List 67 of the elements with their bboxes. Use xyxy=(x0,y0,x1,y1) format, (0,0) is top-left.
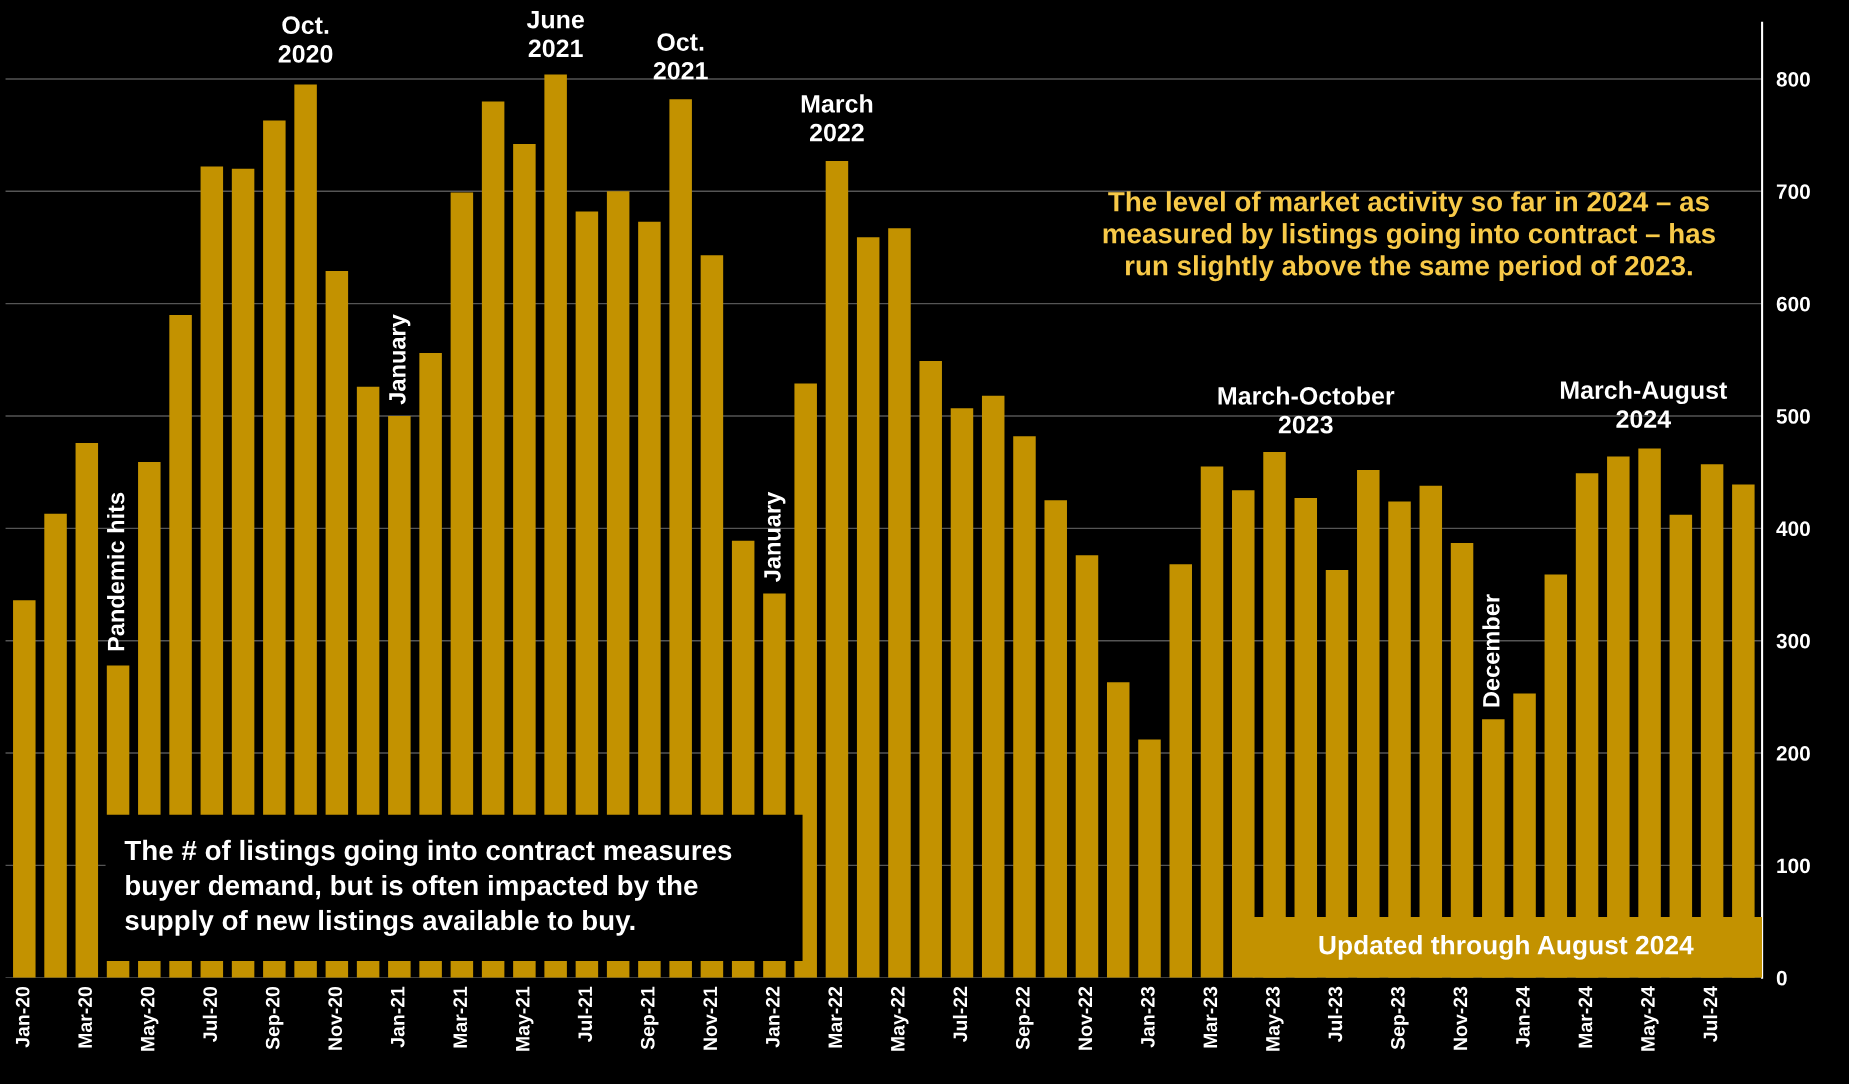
bar xyxy=(75,442,99,978)
bar xyxy=(1044,500,1067,978)
x-tick-label: Sep-20 xyxy=(265,986,284,1050)
annotation: Oct. 2020 xyxy=(278,16,333,63)
y-tick-label: 800 xyxy=(1776,71,1810,87)
x-tick-label: May-20 xyxy=(140,986,159,1051)
annotation: March 2022 xyxy=(801,94,873,142)
annotation: January xyxy=(764,491,786,582)
bar xyxy=(825,160,849,978)
bar xyxy=(888,228,911,978)
y-tick-label: 700 xyxy=(1776,184,1810,200)
y-tick-label: 300 xyxy=(1776,633,1810,649)
y-tick-label: 500 xyxy=(1776,409,1810,424)
x-tick-label: Nov-20 xyxy=(328,986,343,1050)
x-tick-label: May-22 xyxy=(890,986,909,1051)
x-tick-label: Nov-21 xyxy=(703,986,718,1050)
y-tick-label: 200 xyxy=(1776,746,1810,761)
annotation: June 2021 xyxy=(526,10,584,58)
y-tick-label: 600 xyxy=(1776,296,1810,312)
x-tick-label: Mar-20 xyxy=(78,986,93,1048)
bar xyxy=(856,237,880,978)
x-tick-label: Sep-22 xyxy=(1015,986,1034,1050)
x-tick-label: Mar-24 xyxy=(1578,986,1593,1048)
annotation: The # of listings going into contract measures buyer demand, but is often impacted by the supply of new listings available to buy. xyxy=(124,839,732,936)
x-tick-label: Jul-20 xyxy=(202,986,218,1042)
annotation: March-August 2024 xyxy=(1560,380,1728,428)
y-tick-label: 0 xyxy=(1776,970,1787,986)
x-tick-label: Sep-23 xyxy=(1390,986,1409,1050)
bar xyxy=(1013,436,1036,978)
y-tick-label: 100 xyxy=(1777,858,1810,874)
bar xyxy=(919,360,942,978)
annotation: Oct. 2021 xyxy=(653,33,708,80)
x-tick-label: Sep-21 xyxy=(640,986,659,1050)
annotation: The level of market activity so far in 2024 – as measured by listings going into contract – has run slightly above the same period of 2023. xyxy=(1103,191,1715,282)
bar xyxy=(1106,682,1130,978)
annotation: March-October 2023 xyxy=(1218,386,1395,434)
x-tick-label: Mar-21 xyxy=(453,986,468,1048)
bar xyxy=(950,408,974,978)
x-tick-label: Jan-24 xyxy=(1516,986,1530,1048)
x-tick-label: Jan-22 xyxy=(765,986,780,1048)
x-tick-label: Nov-22 xyxy=(1078,986,1093,1050)
bar xyxy=(1075,555,1099,978)
bar xyxy=(981,395,1005,978)
x-tick-label: May-23 xyxy=(1265,986,1284,1051)
annotation: December xyxy=(1482,594,1500,707)
bar xyxy=(1169,564,1192,978)
x-tick-label: Jul-22 xyxy=(952,986,968,1042)
x-tick-label: Jul-21 xyxy=(577,986,593,1042)
x-tick-label: Jul-23 xyxy=(1327,986,1343,1042)
y-tick-label: 400 xyxy=(1776,521,1810,537)
x-tick-label: May-24 xyxy=(1641,986,1659,1051)
bar xyxy=(44,513,67,978)
x-tick-label: Jan-20 xyxy=(15,986,30,1048)
x-tick-label: Jul-24 xyxy=(1703,986,1718,1042)
bar xyxy=(794,383,817,978)
x-tick-label: Jan-21 xyxy=(390,986,405,1048)
annotation: January xyxy=(389,314,411,405)
x-tick-label: May-21 xyxy=(515,986,534,1051)
x-tick-label: Nov-23 xyxy=(1453,986,1468,1050)
x-tick-label: Mar-23 xyxy=(1203,986,1218,1048)
x-tick-label: Jan-23 xyxy=(1140,986,1155,1048)
bar xyxy=(13,600,36,978)
bar xyxy=(1138,739,1161,978)
x-tick-label: Mar-22 xyxy=(828,986,843,1048)
bar xyxy=(1200,466,1224,978)
annotation: Updated through August 2024 xyxy=(1319,935,1694,960)
annotation: Pandemic hits xyxy=(107,492,125,651)
